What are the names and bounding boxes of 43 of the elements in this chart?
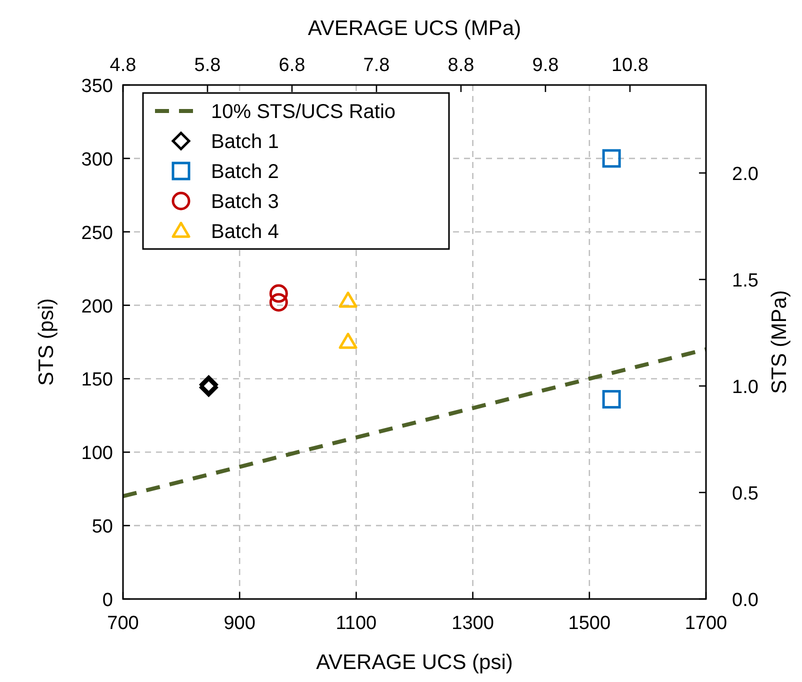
y-axis-title: STS (psi) [35,298,58,386]
x-tick-label: 1700 [684,613,728,634]
point [602,149,621,168]
legend-label: Batch 3 [211,191,279,213]
x2-tick-label: 4.8 [110,55,136,76]
point [199,378,218,397]
y-tick-label: 100 [81,443,113,464]
x2-tick-label: 6.8 [278,55,306,76]
x2-tick-label: 5.8 [194,55,221,76]
x-tick-label: 1100 [336,613,377,634]
point [269,293,288,312]
legend-label: Batch 2 [211,161,279,183]
x2-tick-label: 10.8 [611,55,648,76]
y2-axis-title: STS (MPa) [768,290,791,394]
x-tick-label: 700 [107,613,139,634]
point [338,332,358,349]
point [199,375,218,394]
y-tick-label: 50 [92,516,113,538]
y-tick-label: 350 [81,76,113,97]
y-tick-label: 0 [102,590,113,611]
x2-tick-label: 7.8 [363,55,390,76]
x2-tick-label: 9.8 [532,55,559,76]
y2-tick-label: 1.0 [732,376,758,398]
legend-label: 10% STS/UCS Ratio [211,101,396,123]
y-tick-label: 200 [81,296,113,318]
y-tick-label: 250 [81,222,113,244]
y2-tick-label: 0.0 [732,590,758,611]
y-tick-label: 300 [81,149,113,170]
x2-tick-label: 8.8 [448,55,474,76]
y2-tick-label: 0.5 [732,483,758,504]
x-tick-label: 1500 [568,613,611,634]
y2-tick-label: 2.0 [732,164,758,185]
x-tick-label: 900 [224,613,256,634]
y2-tick-label: 1.5 [732,270,758,292]
x2-axis-title: AVERAGE UCS (MPa) [308,17,522,40]
point [338,292,358,308]
point [269,284,288,303]
x-tick-label: 1300 [452,613,494,634]
y-tick-label: 150 [81,370,113,391]
x-axis-title: AVERAGE UCS (psi) [316,651,513,674]
point [602,390,621,409]
legend-label: Batch 4 [211,221,279,243]
legend-label: Batch 1 [211,131,279,153]
